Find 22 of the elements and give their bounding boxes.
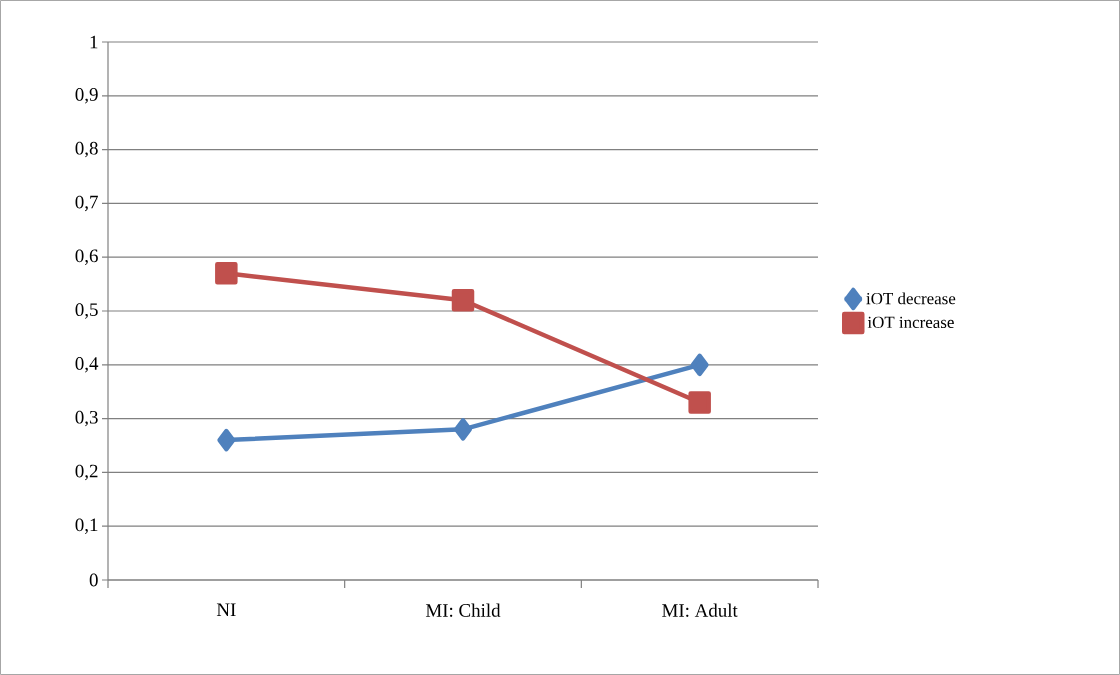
- y-tick-label: 0,3: [75, 410, 98, 427]
- point: [454, 418, 472, 441]
- y-tick-label: 0,5: [75, 303, 98, 319]
- y-tick-label: 0,6: [75, 249, 98, 265]
- x-tick-label: MI: Child: [425, 603, 501, 617]
- y-tick-label: 0,9: [75, 88, 98, 104]
- point: [690, 353, 709, 377]
- y-tick-label: 0,7: [75, 195, 98, 212]
- y-tick-label: 0,1: [75, 518, 98, 534]
- legend-label: iOT decrease: [866, 292, 956, 305]
- point: [217, 428, 236, 452]
- y-tick-label: 0,8: [75, 141, 98, 158]
- y-tick-label: 0: [89, 573, 98, 587]
- y-tick-label: 0,4: [75, 357, 99, 373]
- point: [688, 391, 711, 414]
- y-tick-label: 1: [90, 35, 98, 49]
- y-tick-label: 0,2: [75, 464, 98, 481]
- point: [215, 262, 238, 285]
- x-tick-label: NI: [216, 603, 236, 616]
- x-tick-label: MI: Adult: [662, 603, 738, 617]
- legend-label: iOT increase: [867, 316, 954, 329]
- point: [451, 288, 475, 312]
